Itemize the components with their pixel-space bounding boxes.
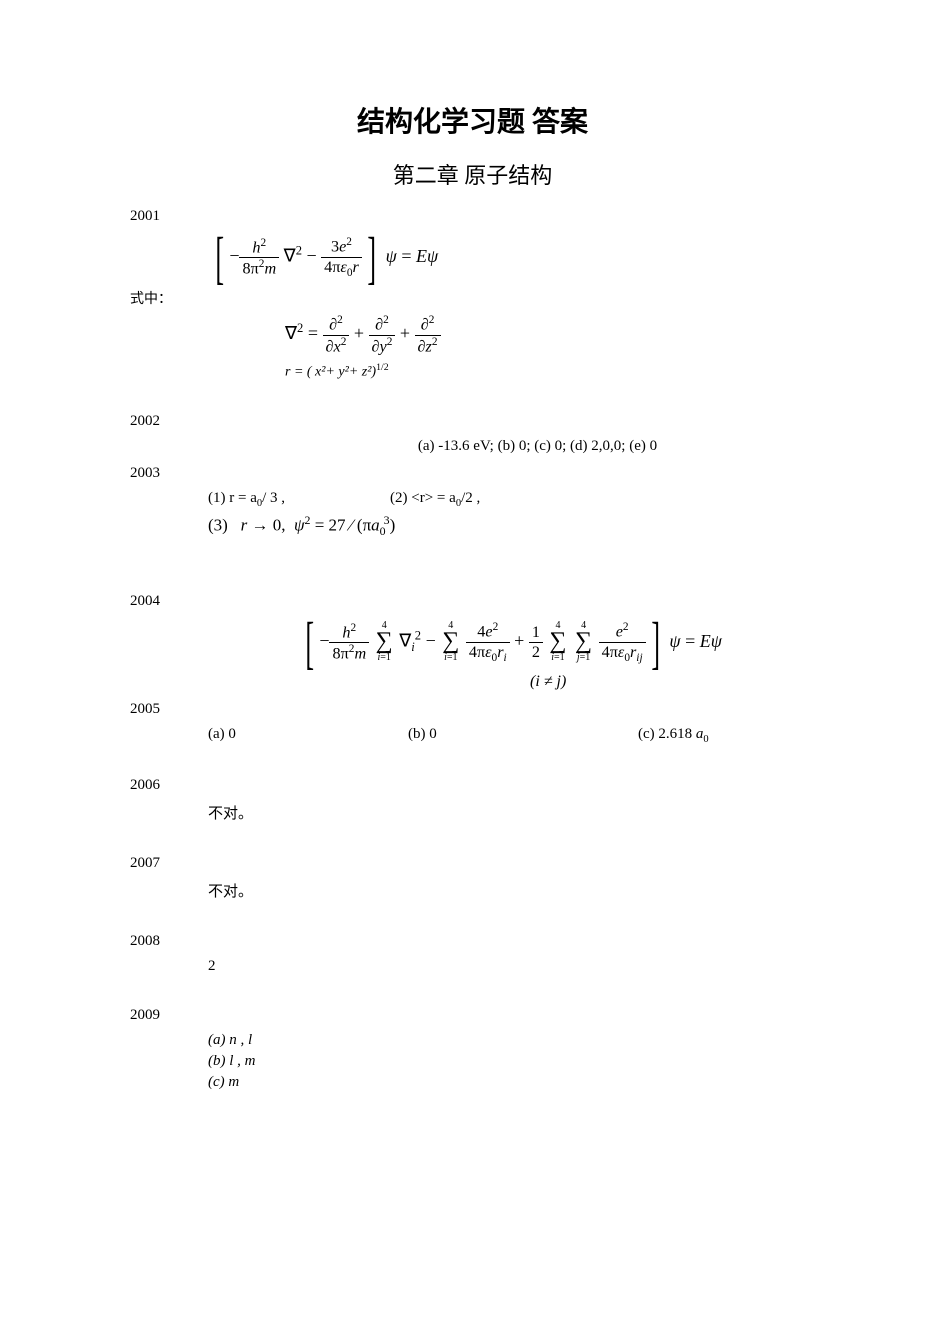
page-title: 结构化学习题 答案: [130, 100, 815, 140]
problem-2005-answer: (a) 0 (b) 0 (c) 2.618 a0: [208, 726, 815, 745]
problem-2001-equation-r: r = ( x²+ y²+ z²)1/2: [285, 362, 815, 381]
problem-2003-number: 2003: [130, 465, 815, 482]
problem-2009-number: 2009: [130, 1007, 815, 1024]
problem-2004-number: 2004: [130, 593, 815, 610]
problem-2006-answer: 不对。: [208, 802, 815, 823]
problem-2008-answer: 2: [208, 958, 815, 975]
left-bracket-icon: [: [305, 618, 314, 667]
problem-2006-number: 2006: [130, 777, 815, 794]
chapter-heading: 第二章 原子结构: [130, 158, 815, 190]
problem-2007-number: 2007: [130, 855, 815, 872]
problem-2001-note: 式中：: [130, 288, 815, 308]
problem-2004-condition: (i ≠ j): [530, 673, 815, 691]
problem-2008-number: 2008: [130, 933, 815, 950]
problem-2003-part3: (3) r → 0, ψ2 = 27 ⁄ (πa03): [208, 513, 815, 539]
problem-2007-answer: 不对。: [208, 880, 815, 901]
problem-2001-number: 2001: [130, 208, 815, 225]
problem-2009-answer-b: (b) l , m: [208, 1053, 815, 1070]
problem-2009-answer-c: (c) m: [208, 1074, 815, 1091]
problem-2001-equation-nabla: ∇2 = ∂2∂x2 + ∂2∂y2 + ∂2∂z2: [285, 314, 815, 356]
problem-2002-answer: (a) -13.6 eV; (b) 0; (c) 0; (d) 2,0,0; (…: [260, 438, 815, 455]
left-bracket-icon: [: [215, 233, 224, 282]
right-bracket-icon: ]: [651, 618, 660, 667]
problem-2002-number: 2002: [130, 413, 815, 430]
problem-2004-equation: [ −h28π2m 4∑i=1 ∇i2 − 4∑i=1 4e24πε0ri + …: [300, 618, 815, 667]
problem-2009-answer-a: (a) n , l: [208, 1032, 815, 1049]
right-bracket-icon: ]: [367, 233, 376, 282]
problem-2001-equation-main: [ −h28π2m ∇2 − 3e24πε0r ] ψ = Eψ: [210, 233, 815, 282]
problem-2003-part1-2: (1) r = a0/ 3 , (2) <r> = a0/2 ,: [208, 490, 815, 509]
problem-2005-number: 2005: [130, 701, 815, 718]
